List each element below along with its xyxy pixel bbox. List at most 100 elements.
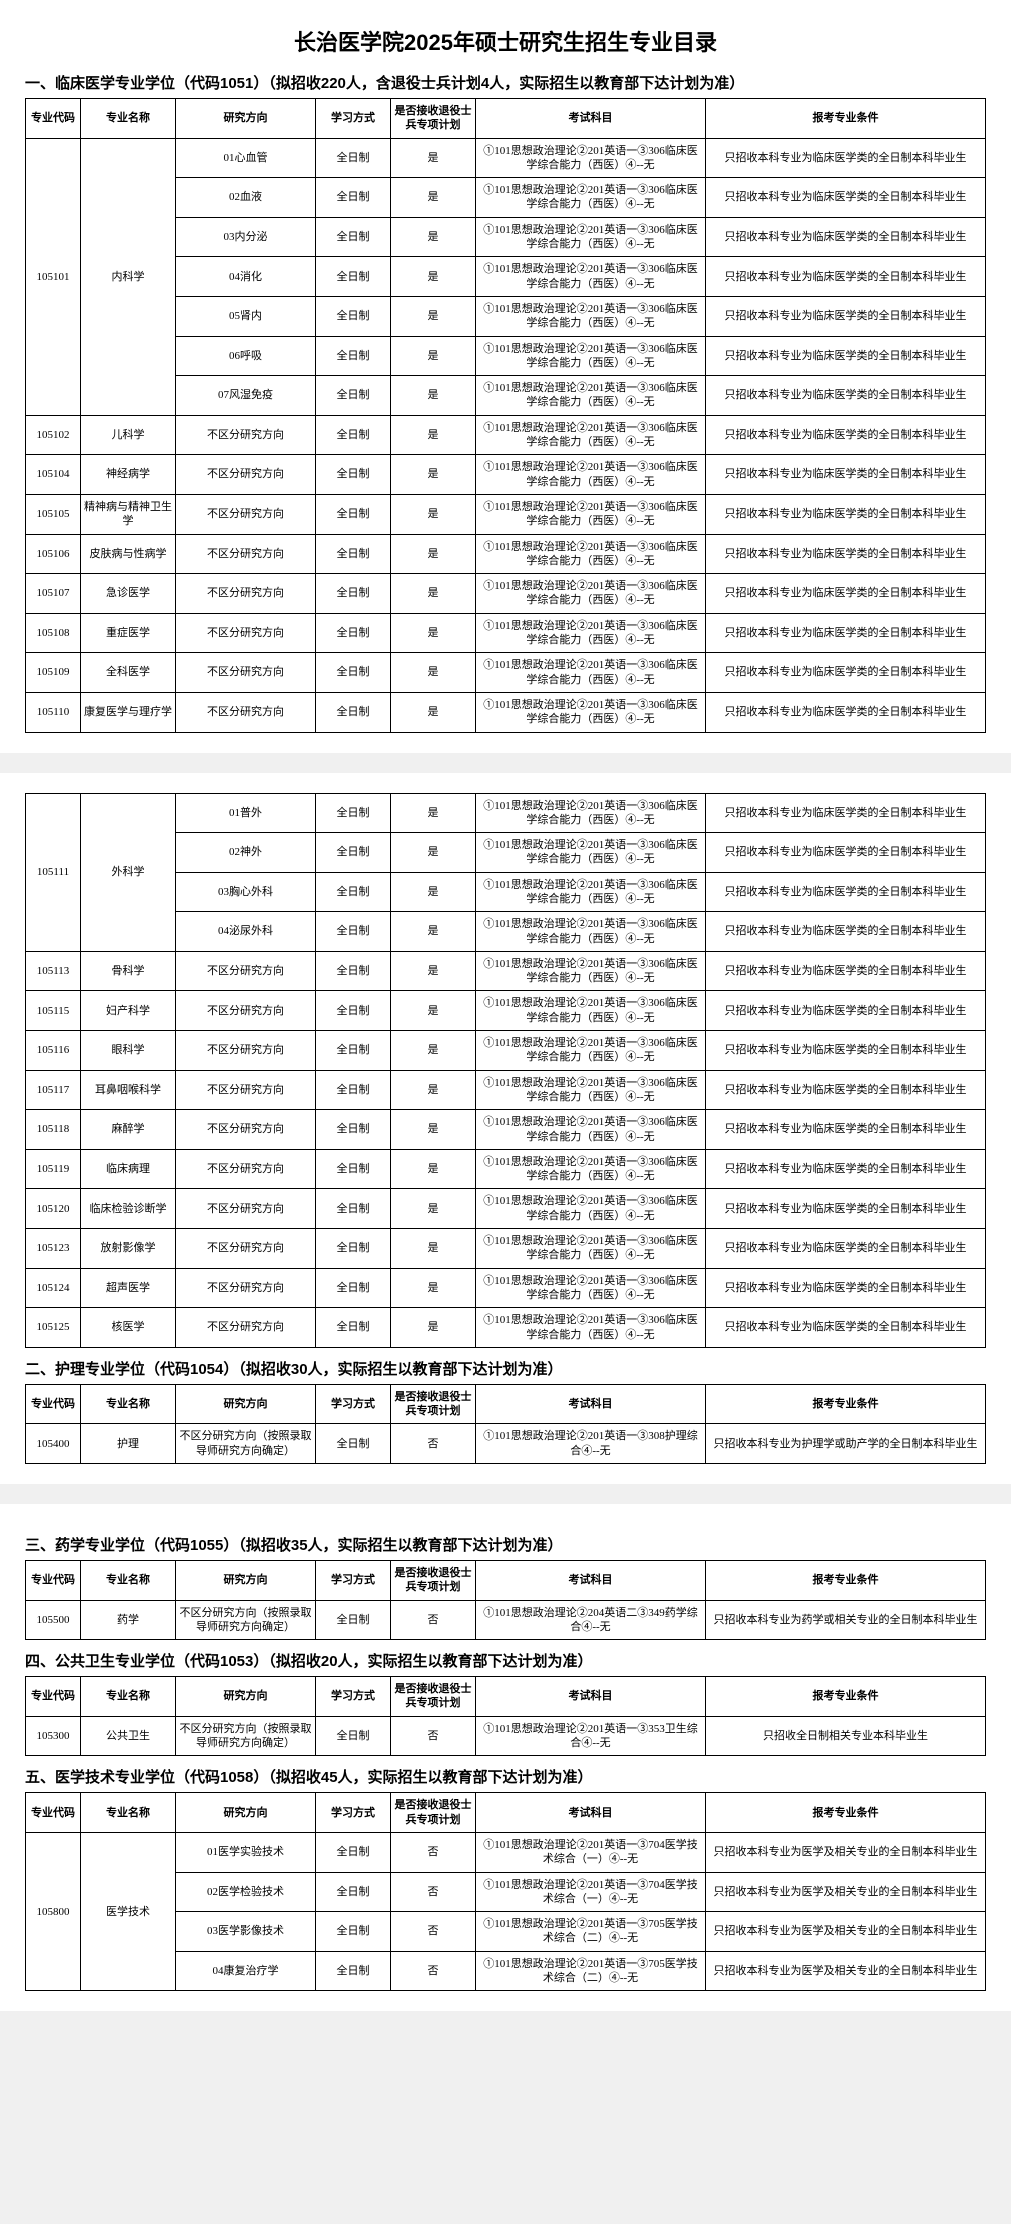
cell-code: 105118: [26, 1110, 81, 1150]
cell-veteran: 是: [391, 455, 476, 495]
cell-name: 内科学: [81, 138, 176, 415]
cell-veteran: 是: [391, 494, 476, 534]
section-1-title: 一、临床医学专业学位（代码1051）（拟招收220人，含退役士兵计划4人，实际招…: [25, 72, 986, 93]
cell-subjects: ①101思想政治理论②201英语一③306临床医学综合能力（西医）④--无: [476, 257, 706, 297]
header-cond: 报考专业条件: [706, 1561, 986, 1601]
cell-direction: 不区分研究方向: [176, 455, 316, 495]
cell-code: 105109: [26, 653, 81, 693]
cell-condition: 只招收本科专业为医学及相关专业的全日制本科毕业生: [706, 1951, 986, 1991]
cell-mode: 全日制: [316, 1912, 391, 1952]
cell-name: 急诊医学: [81, 574, 176, 614]
cell-mode: 全日制: [316, 1149, 391, 1189]
cell-veteran: 是: [391, 613, 476, 653]
cell-code: 105120: [26, 1189, 81, 1229]
cell-veteran: 是: [391, 534, 476, 574]
cell-code: 105123: [26, 1229, 81, 1269]
cell-condition: 只招收本科专业为临床医学类的全日制本科毕业生: [706, 257, 986, 297]
cell-mode: 全日制: [316, 494, 391, 534]
table-row: 105118麻醉学不区分研究方向全日制是①101思想政治理论②201英语一③30…: [26, 1110, 986, 1150]
cell-code: 105400: [26, 1424, 81, 1464]
cell-subjects: ①101思想政治理论②201英语一③353卫生综合④--无: [476, 1716, 706, 1756]
table-body: 105101内科学01心血管全日制是①101思想政治理论②201英语一③306临…: [26, 138, 986, 732]
cell-mode: 全日制: [316, 574, 391, 614]
cell-subjects: ①101思想政治理论②201英语一③704医学技术综合（一）④--无: [476, 1832, 706, 1872]
cell-mode: 全日制: [316, 217, 391, 257]
header-dir: 研究方向: [176, 99, 316, 139]
cell-subjects: ①101思想政治理论②201英语一③306临床医学综合能力（西医）④--无: [476, 455, 706, 495]
header-name: 专业名称: [81, 1677, 176, 1717]
table-row: 105111外科学01普外全日制是①101思想政治理论②201英语一③306临床…: [26, 793, 986, 833]
cell-name: 护理: [81, 1424, 176, 1464]
table-row: 105400护理不区分研究方向（按照录取导师研究方向确定）全日制否①101思想政…: [26, 1424, 986, 1464]
cell-subjects: ①101思想政治理论②201英语一③704医学技术综合（一）④--无: [476, 1872, 706, 1912]
cell-mode: 全日制: [316, 1308, 391, 1348]
table-row: 105102儿科学不区分研究方向全日制是①101思想政治理论②201英语一③30…: [26, 415, 986, 455]
cell-condition: 只招收本科专业为临床医学类的全日制本科毕业生: [706, 138, 986, 178]
cell-subjects: ①101思想政治理论②201英语一③306临床医学综合能力（西医）④--无: [476, 951, 706, 991]
header-cond: 报考专业条件: [706, 99, 986, 139]
cell-direction: 不区分研究方向（按照录取导师研究方向确定）: [176, 1600, 316, 1640]
page-3: 三、药学专业学位（代码1055）（拟招收35人，实际招生以教育部下达计划为准） …: [0, 1504, 1011, 2011]
cell-condition: 只招收本科专业为护理学或助产学的全日制本科毕业生: [706, 1424, 986, 1464]
header-code: 专业代码: [26, 1793, 81, 1833]
cell-code: 105119: [26, 1149, 81, 1189]
cell-subjects: ①101思想政治理论②201英语一③306临床医学综合能力（西医）④--无: [476, 494, 706, 534]
page-2: 105111外科学01普外全日制是①101思想政治理论②201英语一③306临床…: [0, 773, 1011, 1485]
cell-condition: 只招收本科专业为临床医学类的全日制本科毕业生: [706, 1189, 986, 1229]
cell-subjects: ①101思想政治理论②201英语一③308护理综合④--无: [476, 1424, 706, 1464]
cell-veteran: 否: [391, 1951, 476, 1991]
cell-mode: 全日制: [316, 872, 391, 912]
cell-mode: 全日制: [316, 912, 391, 952]
cell-subjects: ①101思想政治理论②201英语一③306临床医学综合能力（西医）④--无: [476, 534, 706, 574]
cell-code: 105105: [26, 494, 81, 534]
cell-code: 105110: [26, 692, 81, 732]
cell-veteran: 是: [391, 653, 476, 693]
cell-subjects: ①101思想政治理论②201英语一③306临床医学综合能力（西医）④--无: [476, 296, 706, 336]
table-row: 105104神经病学不区分研究方向全日制是①101思想政治理论②201英语一③3…: [26, 455, 986, 495]
cell-direction: 不区分研究方向: [176, 1031, 316, 1071]
cell-subjects: ①101思想政治理论②201英语一③306临床医学综合能力（西医）④--无: [476, 653, 706, 693]
header-code: 专业代码: [26, 1677, 81, 1717]
cell-mode: 全日制: [316, 1716, 391, 1756]
table-header: 专业代码专业名称研究方向学习方式是否接收退役士兵专项计划考试科目报考专业条件: [26, 1561, 986, 1601]
cell-name: 精神病与精神卫生学: [81, 494, 176, 534]
cell-mode: 全日制: [316, 1070, 391, 1110]
cell-code: 105101: [26, 138, 81, 415]
cell-veteran: 是: [391, 1229, 476, 1269]
cell-direction: 不区分研究方向: [176, 415, 316, 455]
cell-direction: 不区分研究方向: [176, 574, 316, 614]
cell-direction: 不区分研究方向（按照录取导师研究方向确定）: [176, 1716, 316, 1756]
section-5-title: 五、医学技术专业学位（代码1058）（拟招收45人，实际招生以教育部下达计划为准…: [25, 1766, 986, 1787]
cell-veteran: 否: [391, 1872, 476, 1912]
cell-name: 全科医学: [81, 653, 176, 693]
cell-code: 105500: [26, 1600, 81, 1640]
cell-veteran: 是: [391, 217, 476, 257]
cell-veteran: 是: [391, 257, 476, 297]
cell-direction: 不区分研究方向: [176, 692, 316, 732]
cell-condition: 只招收本科专业为临床医学类的全日制本科毕业生: [706, 415, 986, 455]
cell-condition: 只招收本科专业为临床医学类的全日制本科毕业生: [706, 494, 986, 534]
cell-mode: 全日制: [316, 1951, 391, 1991]
cell-veteran: 是: [391, 376, 476, 416]
cell-condition: 只招收本科专业为医学及相关专业的全日制本科毕业生: [706, 1912, 986, 1952]
cell-mode: 全日制: [316, 653, 391, 693]
cell-name: 医学技术: [81, 1832, 176, 1990]
cell-code: 105125: [26, 1308, 81, 1348]
cell-subjects: ①101思想政治理论②201英语一③306临床医学综合能力（西医）④--无: [476, 1070, 706, 1110]
cell-name: 康复医学与理疗学: [81, 692, 176, 732]
cell-condition: 只招收本科专业为临床医学类的全日制本科毕业生: [706, 534, 986, 574]
cell-direction: 不区分研究方向（按照录取导师研究方向确定）: [176, 1424, 316, 1464]
cell-code: 105116: [26, 1031, 81, 1071]
header-cond: 报考专业条件: [706, 1384, 986, 1424]
table-row: 105110康复医学与理疗学不区分研究方向全日制是①101思想政治理论②201英…: [26, 692, 986, 732]
table-row: 105107急诊医学不区分研究方向全日制是①101思想政治理论②201英语一③3…: [26, 574, 986, 614]
cell-code: 105104: [26, 455, 81, 495]
header-vet: 是否接收退役士兵专项计划: [391, 1561, 476, 1601]
cell-direction: 05肾内: [176, 296, 316, 336]
cell-condition: 只招收本科专业为临床医学类的全日制本科毕业生: [706, 1110, 986, 1150]
cell-mode: 全日制: [316, 793, 391, 833]
header-code: 专业代码: [26, 1561, 81, 1601]
cell-veteran: 是: [391, 574, 476, 614]
cell-condition: 只招收本科专业为临床医学类的全日制本科毕业生: [706, 1308, 986, 1348]
section-2-title: 二、护理专业学位（代码1054）（拟招收30人，实际招生以教育部下达计划为准）: [25, 1358, 986, 1379]
